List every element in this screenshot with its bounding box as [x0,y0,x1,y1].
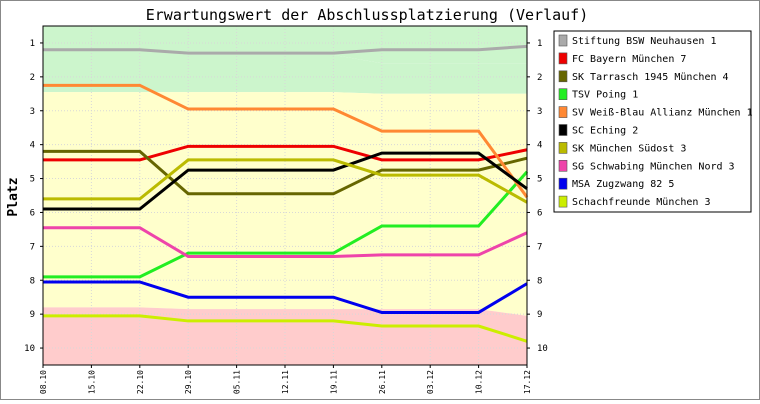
series-line-8 [43,226,528,259]
legend-label-3: SK Tarrasch 1945 München 4 [572,72,729,83]
x-tick-label: 22.10 [136,370,145,394]
y-tick-label-left: 1 [30,39,35,49]
legend-label-10: Schachfreunde München 3 [572,197,710,208]
series-line-4 [43,170,529,279]
legend-label-8: SG Schwabing München Nord 3 [572,161,735,172]
y-tick-label-left: 2 [30,73,35,83]
background-bands [43,26,527,365]
legend-swatch-4 [558,88,568,100]
y-tick-label-left: 3 [30,107,35,117]
series-line-10 [43,314,528,343]
y-tick-label-right: 1 [537,39,542,49]
chart-title: Erwartungswert der Abschlussplatzierung … [146,6,589,24]
y-tick-label-right: 2 [537,73,542,83]
series-line-7 [43,158,528,204]
y-tick-label-right: 4 [537,141,542,151]
y-tick-label-left: 5 [30,175,35,185]
y-tick-label-left: 4 [30,141,35,151]
y-tick-label-left: 7 [30,242,35,252]
x-tick-label: 12.11 [281,370,290,394]
x-tick-label: 29.10 [184,370,193,394]
y-tick-label-right: 5 [537,175,542,185]
legend-swatch-1 [558,34,568,47]
y-tick-label-left: 10 [24,344,35,354]
x-tick-label: 17.12 [523,370,532,394]
x-tick-label: 10.12 [475,370,484,394]
y-axis-label: Platz [6,177,21,216]
axes: 1 1 2 2 3 3 4 4 5 5 6 6 7 7 8 8 9 9 10 10 08.10 15.10 22.10 29.… [24,25,548,394]
y-tick-label-left: 6 [30,208,35,218]
legend-label-2: FC Bayern München 7 [572,54,686,65]
y-tick-label-right: 7 [537,242,542,252]
legend: Stiftung BSW Neuhausen 1 FC Bayern Münche… [553,30,753,213]
y-tick-label-left: 9 [30,310,35,320]
legend-label-5: SV Weiß-Blau Allianz München 1 [572,108,753,119]
x-tick-label: 15.10 [87,370,96,394]
legend-label-6: SC Eching 2 [572,126,638,137]
x-tick-label: 26.11 [378,370,387,394]
series-line-3 [43,149,528,196]
legend-box [553,30,752,213]
series-line-5 [43,83,529,199]
x-tick-label: 05.11 [233,370,242,394]
series-lines [43,44,529,343]
legend-swatch-10 [558,195,568,208]
y-tick-label-right: 8 [537,276,542,286]
legend-label-1: Stiftung BSW Neuhausen 1 [572,36,717,47]
series-line-9 [43,280,528,314]
legend-label-7: SK München Südost 3 [572,143,686,154]
series-line-1 [43,44,528,55]
legend-label-9: MSA Zugzwang 82 5 [572,179,674,190]
y-tick-label-right: 9 [537,310,542,320]
series-line-6 [43,151,528,211]
legend-swatch-8 [558,160,568,172]
x-tick-label: 08.10 [39,370,48,394]
legend-swatch-5 [558,106,568,118]
legend-label-4: TSV Poing 1 [572,90,638,101]
y-tick-label-right: 6 [537,208,542,218]
legend-swatch-7 [558,142,568,154]
legend-swatch-2 [558,52,568,65]
legend-swatch-9 [558,177,568,190]
x-tick-label: 19.11 [329,370,338,394]
x-tick-label: 03.12 [426,370,435,394]
legend-swatch-3 [558,70,568,83]
legend-swatch-6 [558,124,568,136]
y-tick-label-left: 8 [30,276,35,286]
y-tick-label-right: 10 [537,344,548,354]
background-band-4 [43,307,527,365]
y-tick-label-right: 3 [537,107,542,117]
series-line-2 [43,144,528,162]
